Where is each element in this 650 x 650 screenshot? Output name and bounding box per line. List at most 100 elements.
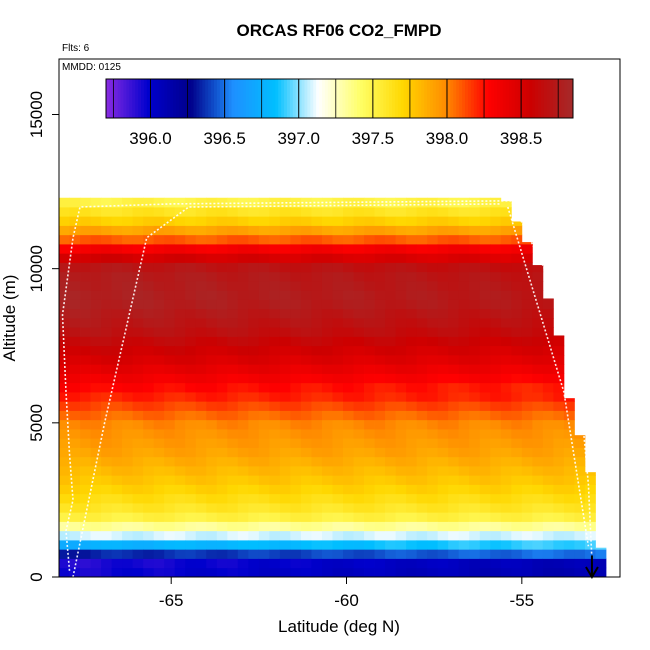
heatmap-cell (59, 216, 70, 226)
heatmap-cell (269, 382, 281, 393)
heatmap-cell (300, 475, 312, 485)
heatmap-cell (227, 364, 239, 374)
heatmap-cell (290, 503, 302, 513)
heatmap-cell (353, 336, 365, 347)
heatmap-cell (584, 530, 596, 541)
colorbar-segment (400, 79, 405, 118)
heatmap-cell (553, 475, 565, 485)
heatmap-cell (59, 253, 70, 263)
heatmap-cell (343, 299, 354, 310)
heatmap-cell (122, 475, 134, 485)
colorbar-segment (529, 79, 533, 118)
heatmap-cell (353, 253, 365, 263)
heatmap-cell (69, 549, 81, 559)
colorbar-segment (152, 79, 157, 118)
heatmap-cell (553, 447, 565, 458)
heatmap-cell (321, 355, 333, 365)
heatmap-cell (332, 401, 344, 411)
heatmap-cell (385, 493, 396, 504)
heatmap-cell (364, 290, 375, 300)
heatmap-cell (469, 364, 481, 374)
heatmap-cell (174, 530, 186, 541)
heatmap-cell (374, 262, 386, 273)
date-annotation: MMDD: 0125 (62, 62, 121, 73)
heatmap-cell (122, 438, 134, 448)
heatmap-cell (332, 429, 344, 439)
heatmap-cell (269, 503, 281, 513)
heatmap-cell (416, 558, 428, 569)
heatmap-cell (90, 530, 102, 541)
heatmap-cell (143, 382, 155, 393)
heatmap-cell (132, 503, 144, 513)
heatmap-cell (227, 438, 239, 448)
heatmap-cell (521, 540, 533, 550)
heatmap-cell (132, 345, 144, 356)
heatmap-cell (269, 336, 281, 347)
heatmap-cell (174, 207, 186, 217)
heatmap-cell (511, 327, 523, 337)
heatmap-cell (279, 447, 291, 458)
heatmap-cell (227, 419, 239, 430)
heatmap-cell (321, 419, 333, 430)
heatmap-cell (132, 567, 144, 577)
heatmap-cell (69, 244, 81, 254)
heatmap-cell (300, 327, 312, 337)
heatmap-cell (521, 355, 533, 365)
heatmap-cell (343, 355, 354, 365)
heatmap-cell (290, 327, 302, 337)
colorbar-segment (108, 79, 113, 118)
heatmap-cell (258, 355, 270, 365)
heatmap-cell (237, 308, 249, 319)
heatmap-cell (237, 410, 249, 421)
heatmap-cell (290, 512, 302, 522)
heatmap-cell (185, 244, 197, 254)
heatmap-cell (469, 401, 481, 411)
heatmap-cell (59, 410, 70, 421)
heatmap-cell (385, 234, 396, 245)
heatmap-cell (343, 197, 354, 208)
heatmap-cell (343, 382, 354, 393)
heatmap-cell (269, 262, 281, 273)
heatmap-cell (521, 345, 533, 356)
heatmap-cell (153, 290, 165, 300)
heatmap-cell (90, 549, 102, 559)
heatmap-cell (427, 540, 439, 550)
heatmap-cell (143, 299, 155, 310)
heatmap-cell (500, 364, 512, 374)
heatmap-cell (174, 392, 186, 402)
heatmap-cell (406, 197, 418, 208)
heatmap-cell (227, 392, 239, 402)
colorbar-segment (181, 79, 186, 118)
heatmap-cell (90, 447, 102, 458)
heatmap-cell (290, 336, 302, 347)
heatmap-cell (395, 355, 407, 365)
heatmap-cell (279, 466, 291, 476)
heatmap-cell (216, 392, 228, 402)
heatmap-cell (311, 567, 323, 577)
heatmap-cell (395, 503, 407, 513)
heatmap-cell (143, 503, 155, 513)
colorbar-segment (123, 79, 127, 118)
heatmap-cell (185, 438, 197, 448)
heatmap-cell (353, 355, 365, 365)
heatmap-cell (143, 549, 155, 559)
heatmap-cell (321, 234, 333, 245)
heatmap-cell (521, 410, 533, 421)
heatmap-cell (153, 456, 165, 467)
heatmap-cell (343, 549, 354, 559)
heatmap-cell (364, 216, 375, 226)
heatmap-cell (406, 558, 418, 569)
heatmap-cell (59, 438, 70, 448)
heatmap-cell (395, 373, 407, 384)
heatmap-cell (300, 207, 312, 217)
heatmap-cell (437, 484, 449, 495)
heatmap-cell (132, 207, 144, 217)
heatmap-cell (437, 318, 449, 328)
heatmap-cell (195, 373, 207, 384)
heatmap-cell (80, 503, 91, 513)
heatmap-cell (164, 401, 176, 411)
heatmap-cell (174, 382, 186, 393)
heatmap-cell (563, 398, 575, 402)
heatmap-cell (258, 308, 270, 319)
colorbar-segment (319, 79, 323, 118)
